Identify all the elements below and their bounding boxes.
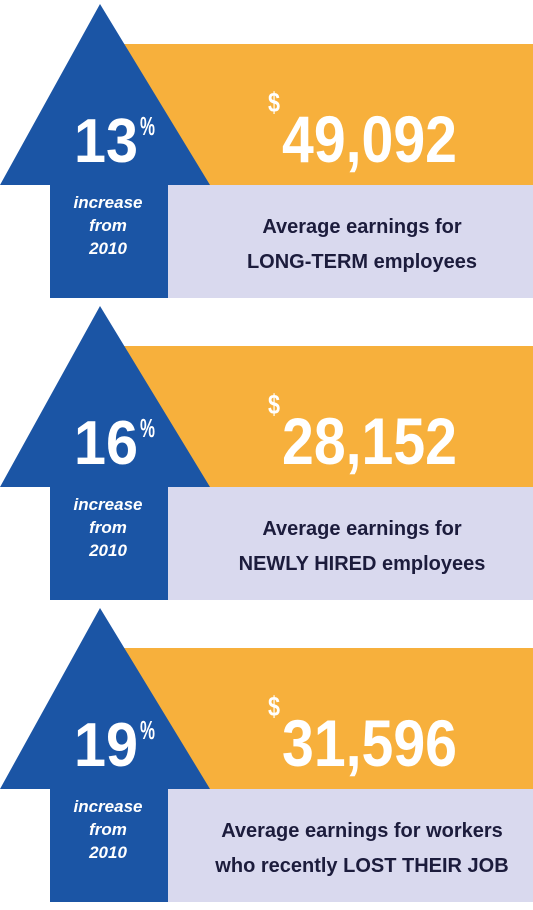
description-line: Average earnings for workers xyxy=(221,820,503,842)
up-arrow xyxy=(0,306,210,600)
percent-sign: % xyxy=(140,413,155,443)
amount: 31,596 xyxy=(282,706,457,780)
percent-sign: % xyxy=(140,715,155,745)
currency-sign: $ xyxy=(268,691,280,722)
increase-note: 2010 xyxy=(88,541,127,560)
description-line: Average earnings for xyxy=(262,518,462,540)
description-band xyxy=(168,789,533,902)
description-band xyxy=(168,487,533,600)
description-band xyxy=(168,185,533,298)
description-line: NEWLY HIRED employees xyxy=(239,553,486,575)
increase-note: 2010 xyxy=(88,843,127,862)
percent-value: 16 xyxy=(74,409,138,478)
increase-note: from xyxy=(89,820,127,839)
amount: 28,152 xyxy=(282,404,457,478)
increase-note: increase xyxy=(74,797,143,816)
increase-note: from xyxy=(89,518,127,537)
increase-note: 2010 xyxy=(88,239,127,258)
up-arrow xyxy=(0,4,210,298)
percent-value: 13 xyxy=(74,107,138,176)
amount: 49,092 xyxy=(282,102,457,176)
description-line: who recently LOST THEIR JOB xyxy=(214,855,508,877)
percent-value: 19 xyxy=(74,711,138,780)
up-arrow xyxy=(0,608,210,902)
currency-sign: $ xyxy=(268,87,280,118)
description-line: Average earnings for xyxy=(262,216,462,238)
increase-note: from xyxy=(89,216,127,235)
percent-sign: % xyxy=(140,111,155,141)
increase-note: increase xyxy=(74,193,143,212)
description-line: LONG-TERM employees xyxy=(247,251,477,273)
currency-sign: $ xyxy=(268,389,280,420)
increase-note: increase xyxy=(74,495,143,514)
